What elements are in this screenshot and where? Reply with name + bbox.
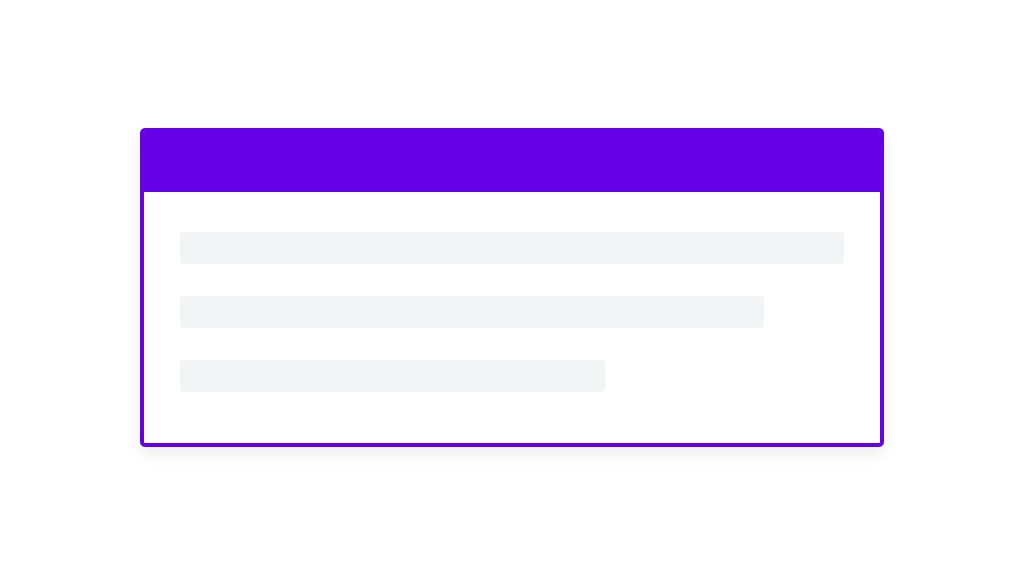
card-header	[144, 132, 880, 192]
skeleton-line	[180, 296, 765, 328]
skeleton-card	[140, 128, 884, 447]
skeleton-lines	[180, 232, 844, 424]
skeleton-line	[180, 360, 605, 392]
skeleton-line	[180, 232, 844, 264]
